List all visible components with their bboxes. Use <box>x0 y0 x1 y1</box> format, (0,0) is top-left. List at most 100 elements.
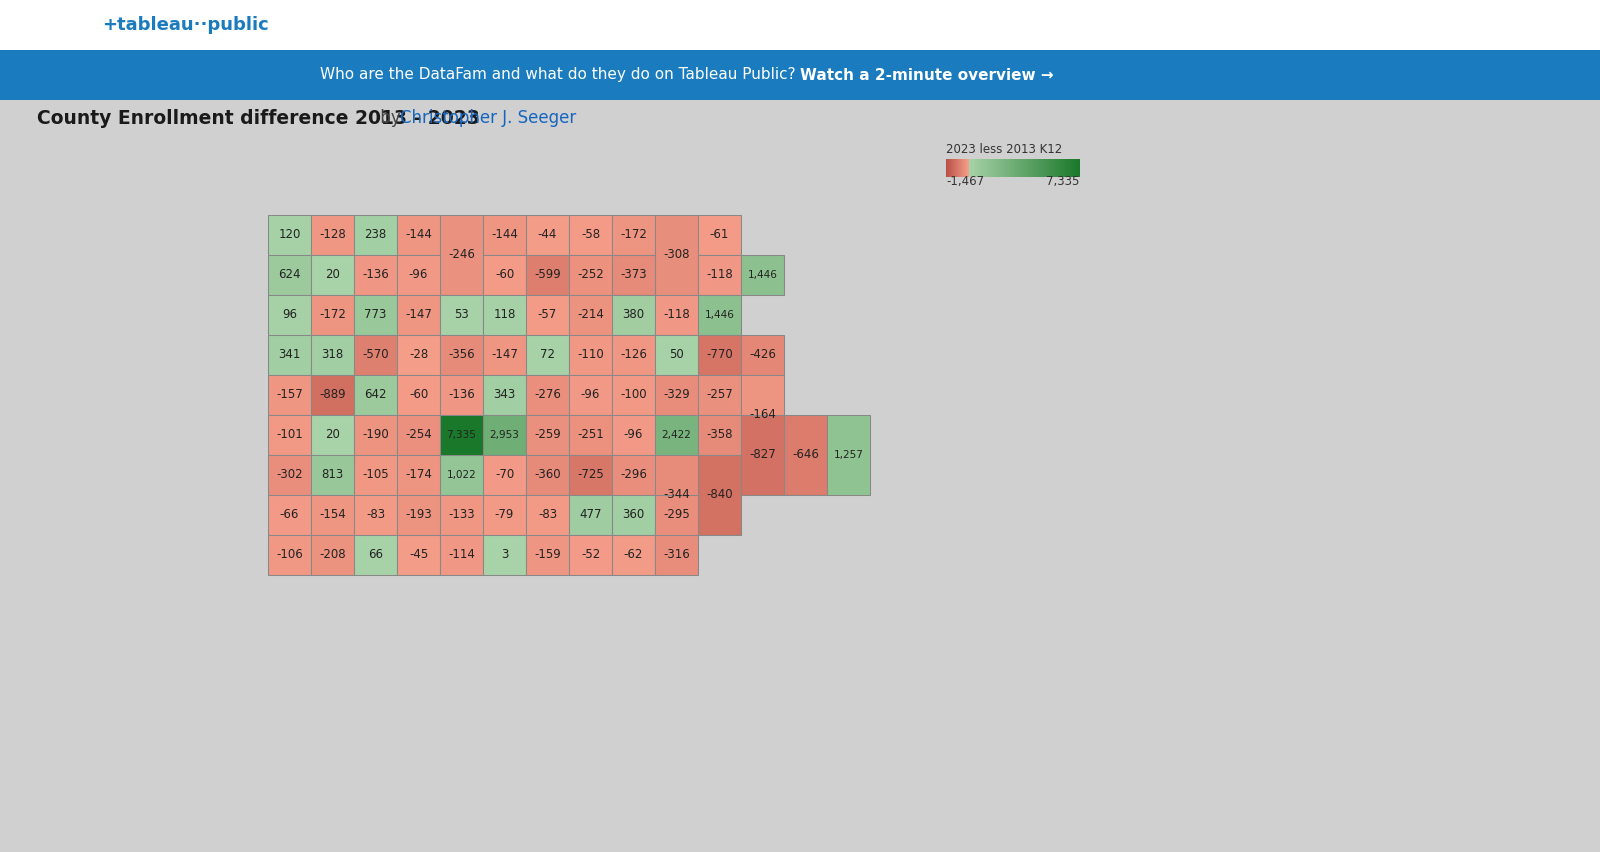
Bar <box>483 455 526 495</box>
Text: 343: 343 <box>493 389 515 401</box>
Text: -246: -246 <box>448 249 475 262</box>
Text: -190: -190 <box>362 429 389 441</box>
Text: -96: -96 <box>410 268 429 281</box>
Bar <box>354 415 397 455</box>
Bar <box>354 215 397 255</box>
Text: -45: -45 <box>410 549 429 561</box>
Bar <box>570 335 611 375</box>
Bar <box>483 415 526 455</box>
Bar <box>741 375 784 455</box>
Text: -599: -599 <box>534 268 562 281</box>
Text: -136: -136 <box>448 389 475 401</box>
Text: -57: -57 <box>538 308 557 321</box>
Text: -889: -889 <box>318 389 346 401</box>
Text: Who are the DataFam and what do they do on Tableau Public?: Who are the DataFam and what do they do … <box>320 67 800 83</box>
Text: 2,422: 2,422 <box>661 430 691 440</box>
Bar <box>354 495 397 535</box>
Text: 7,335: 7,335 <box>1046 175 1078 188</box>
Bar <box>827 415 870 495</box>
Text: -1,467: -1,467 <box>946 175 984 188</box>
Bar <box>611 495 654 535</box>
Bar <box>310 375 354 415</box>
Text: 118: 118 <box>493 308 515 321</box>
Bar <box>570 455 611 495</box>
Text: -308: -308 <box>664 249 690 262</box>
Bar <box>654 495 698 535</box>
Bar <box>483 375 526 415</box>
Bar <box>397 535 440 575</box>
Text: -295: -295 <box>662 509 690 521</box>
Bar <box>0 100 1600 852</box>
Bar <box>269 295 310 335</box>
Bar <box>269 335 310 375</box>
Text: 341: 341 <box>278 348 301 361</box>
Bar <box>611 295 654 335</box>
Bar <box>654 455 698 535</box>
Text: -174: -174 <box>405 469 432 481</box>
Text: -110: -110 <box>578 348 603 361</box>
Bar <box>483 215 526 255</box>
Text: -344: -344 <box>662 488 690 502</box>
Text: -61: -61 <box>710 228 730 241</box>
Bar <box>611 215 654 255</box>
Bar <box>654 535 698 575</box>
Text: -118: -118 <box>706 268 733 281</box>
Text: -114: -114 <box>448 549 475 561</box>
Bar <box>483 495 526 535</box>
Text: -296: -296 <box>621 469 646 481</box>
Bar <box>526 255 570 295</box>
Text: 66: 66 <box>368 549 382 561</box>
Bar <box>440 495 483 535</box>
Text: -62: -62 <box>624 549 643 561</box>
Text: 2,953: 2,953 <box>490 430 520 440</box>
Text: -136: -136 <box>362 268 389 281</box>
Text: -101: -101 <box>277 429 302 441</box>
Text: 773: 773 <box>365 308 387 321</box>
Bar <box>741 335 784 375</box>
Bar <box>654 375 698 415</box>
Text: -356: -356 <box>448 348 475 361</box>
Bar <box>269 455 310 495</box>
Text: -147: -147 <box>491 348 518 361</box>
Text: 50: 50 <box>669 348 683 361</box>
Text: 53: 53 <box>454 308 469 321</box>
Bar <box>611 535 654 575</box>
Text: -827: -827 <box>749 448 776 462</box>
Text: -193: -193 <box>405 509 432 521</box>
Text: -60: -60 <box>410 389 429 401</box>
Text: 72: 72 <box>541 348 555 361</box>
Text: -302: -302 <box>277 469 302 481</box>
Text: -28: -28 <box>410 348 429 361</box>
Text: -126: -126 <box>621 348 646 361</box>
Text: -70: -70 <box>494 469 514 481</box>
Bar <box>570 215 611 255</box>
Text: Watch a 2-minute overview →: Watch a 2-minute overview → <box>800 67 1054 83</box>
Text: -646: -646 <box>792 448 819 462</box>
Bar <box>440 455 483 495</box>
Text: -360: -360 <box>534 469 562 481</box>
Text: -106: -106 <box>277 549 302 561</box>
Text: 1,022: 1,022 <box>446 470 477 480</box>
Bar <box>354 335 397 375</box>
Text: 624: 624 <box>278 268 301 281</box>
Bar <box>570 495 611 535</box>
Bar <box>269 215 310 255</box>
Text: -276: -276 <box>534 389 562 401</box>
Text: +tableau··public: +tableau··public <box>102 16 269 34</box>
Text: 1,446: 1,446 <box>704 310 734 320</box>
Text: -66: -66 <box>280 509 299 521</box>
Text: -570: -570 <box>362 348 389 361</box>
Bar <box>269 535 310 575</box>
Bar <box>526 215 570 255</box>
Bar <box>310 255 354 295</box>
Text: -96: -96 <box>624 429 643 441</box>
Text: -426: -426 <box>749 348 776 361</box>
Text: 120: 120 <box>278 228 301 241</box>
Bar <box>698 335 741 375</box>
Bar <box>570 375 611 415</box>
Text: -128: -128 <box>318 228 346 241</box>
Text: 1,446: 1,446 <box>747 270 778 280</box>
Text: -79: -79 <box>494 509 514 521</box>
Bar <box>440 335 483 375</box>
Bar <box>570 295 611 335</box>
